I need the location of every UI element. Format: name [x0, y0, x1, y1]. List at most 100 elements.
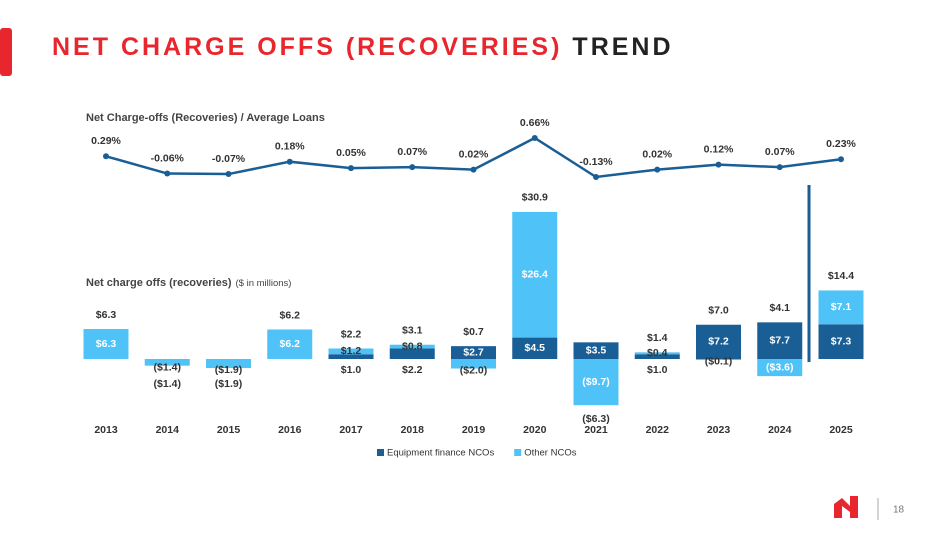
segment-label: ($2.0): [460, 364, 487, 376]
segment-label: $3.5: [586, 344, 607, 356]
bar-segment: [206, 359, 251, 369]
bar-segment: [573, 359, 619, 406]
trend-point: [654, 166, 661, 173]
segment-label: $2.7: [463, 346, 484, 358]
segment-label: $1.0: [647, 364, 668, 376]
x-tick-label: 2020: [523, 424, 547, 436]
bar-segment: [634, 352, 680, 355]
segment-label: $6.3: [96, 338, 117, 350]
bar-segment: [634, 354, 680, 359]
total-label: $3.1: [402, 325, 423, 337]
trend-point: [531, 135, 538, 141]
total-label: $7.0: [708, 305, 729, 317]
total-label: ($1.9): [215, 378, 242, 390]
segment-label: ($3.6): [766, 361, 793, 373]
total-label: $4.1: [770, 302, 791, 314]
segment-label: $1.0: [341, 364, 362, 376]
trend-label: 0.12%: [704, 143, 734, 155]
trend-point: [715, 161, 722, 168]
legend-label: Other NCOs: [524, 448, 577, 459]
trend-point: [593, 174, 599, 180]
segment-label: $7.1: [831, 301, 852, 313]
title-dark: TREND: [572, 33, 673, 61]
segment-label: $2.2: [402, 364, 423, 376]
page-number: 18: [893, 505, 905, 516]
total-label: $0.7: [463, 326, 484, 338]
title-red: NET CHARGE OFFS (RECOVERIES): [52, 33, 562, 61]
bar-segment: [818, 290, 864, 325]
bar-segment: [573, 342, 619, 359]
x-tick-label: 2024: [768, 424, 792, 436]
total-label: $14.4: [828, 270, 854, 282]
trend-point: [164, 170, 171, 177]
x-tick-label: 2023: [707, 424, 731, 436]
trend-label: 0.07%: [765, 146, 795, 158]
bar-segment: [512, 337, 558, 359]
x-tick-label: 2019: [462, 424, 486, 436]
segment-label: $4.5: [525, 342, 546, 354]
total-label: ($6.3): [582, 413, 609, 425]
total-label: ($1.4): [154, 378, 181, 390]
segment-label: $26.4: [522, 269, 548, 281]
bar-segment: [389, 344, 435, 349]
bar-segment: [144, 359, 190, 366]
bar-segment: [696, 359, 741, 360]
trend-label: -0.13%: [579, 156, 613, 168]
trend-label: 0.29%: [91, 135, 121, 147]
trend-point: [409, 164, 416, 171]
trend-label: 0.02%: [459, 148, 489, 160]
total-label: $2.2: [341, 328, 362, 340]
trend-label: 0.02%: [642, 148, 672, 160]
x-tick-label: 2013: [94, 424, 118, 436]
bar-segment: [818, 324, 864, 359]
trend-label: -0.06%: [151, 152, 185, 164]
segment-label: $0.8: [402, 340, 423, 352]
legend-swatch: [377, 449, 384, 456]
trend-point: [776, 164, 783, 171]
line-title: Net Charge-offs (Recoveries) / Average L…: [86, 112, 325, 124]
bar-subtitle: ($ in millions): [236, 278, 292, 289]
x-tick-label: 2016: [278, 424, 302, 436]
total-label: $6.2: [280, 309, 301, 321]
x-tick-label: 2015: [217, 424, 241, 436]
trend-label: 0.07%: [397, 146, 427, 158]
x-tick-label: 2018: [401, 424, 425, 436]
segment-label: $7.7: [770, 334, 791, 346]
segment-label: $7.2: [708, 336, 729, 348]
x-tick-label: 2022: [646, 424, 670, 436]
bar-segment: [757, 359, 803, 377]
segment-label: $6.2: [280, 338, 301, 350]
total-label: $1.4: [647, 332, 668, 344]
x-tick-label: 2021: [584, 424, 608, 436]
bar-segment: [757, 322, 803, 359]
trend-point: [838, 156, 844, 163]
segment-label: ($9.7): [582, 376, 609, 388]
trend-label: 0.18%: [275, 140, 305, 152]
bar-title: Net charge offs (recoveries) ($ in millio…: [86, 277, 291, 289]
segment-label: $0.4: [647, 347, 668, 359]
bar-segment: [389, 348, 435, 359]
trend-label: 0.05%: [336, 147, 366, 159]
bar-title-main: Net charge offs (recoveries): [86, 277, 232, 289]
x-tick-label: 2014: [156, 424, 180, 436]
bar-segment: [451, 346, 496, 359]
bar-segment: [267, 329, 313, 359]
trend-point: [348, 165, 354, 172]
x-tick-label: 2017: [339, 424, 363, 436]
segment-label: ($0.1): [705, 355, 732, 367]
trend-point: [286, 158, 293, 165]
trend-label: 0.66%: [520, 117, 550, 129]
x-tick-label: 2025: [829, 424, 853, 436]
bar-segment: [328, 348, 374, 355]
segment-label: $7.3: [831, 335, 852, 347]
trend-point: [103, 153, 109, 160]
trend-point: [470, 166, 477, 173]
accent-tab: [0, 28, 12, 76]
segment-label: $1.2: [341, 345, 362, 357]
bar-segment: [83, 329, 129, 359]
trend-point: [225, 171, 232, 178]
trend-label: -0.07%: [212, 153, 246, 165]
segment-label: ($1.9): [215, 364, 242, 376]
bar-segment: [512, 211, 558, 338]
